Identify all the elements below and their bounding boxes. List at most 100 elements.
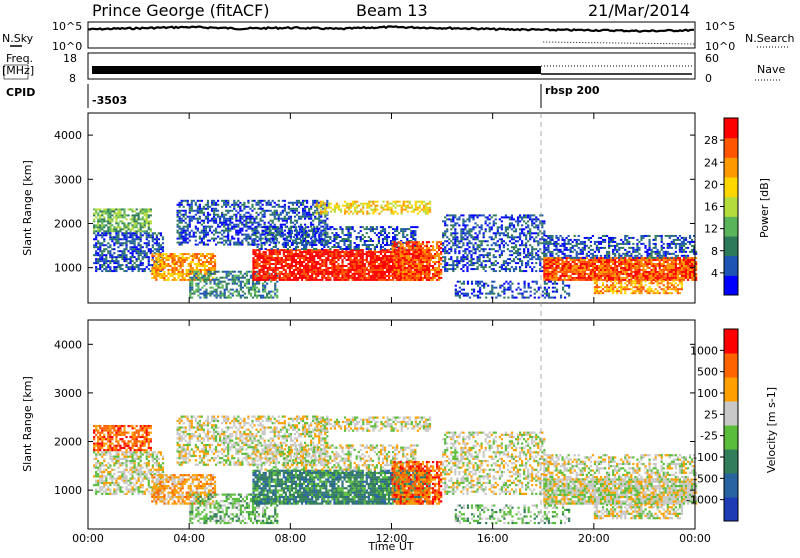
- power-cell: [99, 248, 101, 250]
- power-cell: [205, 289, 207, 291]
- power-cell: [157, 267, 159, 269]
- power-cell: [150, 264, 152, 266]
- power-cell: [384, 265, 386, 267]
- power-cell: [321, 277, 323, 279]
- power-cell: [370, 269, 372, 271]
- power-cell: [279, 267, 281, 269]
- power-cell: [456, 256, 458, 258]
- power-cell: [215, 230, 217, 232]
- power-cell: [271, 251, 273, 253]
- power-cell: [430, 245, 432, 247]
- power-cell: [233, 242, 235, 244]
- power-cell: [252, 277, 254, 279]
- power-cell: [382, 207, 384, 209]
- power-cell: [144, 222, 146, 224]
- power-cell: [345, 273, 347, 275]
- power-cell: [382, 209, 384, 211]
- power-cell: [258, 291, 260, 293]
- power-cell: [197, 206, 199, 208]
- power-cell: [476, 234, 478, 236]
- power-cell: [121, 268, 123, 270]
- power-cell: [160, 246, 162, 248]
- power-cell: [290, 222, 292, 224]
- power-cell: [497, 262, 499, 264]
- power-cell: [432, 277, 434, 279]
- power-cell: [311, 253, 313, 255]
- power-cell: [358, 255, 360, 257]
- power-cell: [341, 265, 343, 267]
- power-cell: [254, 253, 256, 255]
- power-cell: [278, 214, 280, 216]
- power-cell: [157, 273, 159, 275]
- power-cell: [513, 258, 515, 260]
- power-cell: [223, 214, 225, 216]
- power-cell: [505, 230, 507, 232]
- power-cell: [251, 228, 253, 230]
- power-cell: [432, 241, 434, 243]
- power-cell: [99, 246, 101, 248]
- power-cell: [444, 220, 446, 222]
- power-cell: [258, 251, 260, 253]
- power-cell: [479, 260, 481, 262]
- power-cell: [165, 255, 167, 257]
- power-cell: [210, 269, 212, 271]
- power-cell: [272, 297, 274, 299]
- power-cell: [223, 236, 225, 238]
- power-cell: [466, 262, 468, 264]
- power-cell: [144, 224, 146, 226]
- power-cell: [227, 228, 229, 230]
- power-cell: [442, 220, 444, 222]
- power-cell: [233, 224, 235, 226]
- power-cell: [180, 273, 182, 275]
- power-cell: [321, 244, 323, 246]
- power-cell: [323, 255, 325, 257]
- power-cell: [236, 295, 238, 297]
- power-cell: [217, 232, 219, 234]
- power-cell: [277, 251, 279, 253]
- power-cell: [386, 203, 388, 205]
- power-cell: [376, 277, 378, 279]
- power-cell: [317, 271, 319, 273]
- power-cell: [268, 291, 270, 293]
- power-cell: [272, 236, 274, 238]
- power-cell: [300, 224, 302, 226]
- power-cell: [263, 253, 265, 255]
- power-cell: [406, 241, 408, 243]
- power-cell: [273, 249, 275, 251]
- power-cell: [185, 212, 187, 214]
- power-cell: [93, 232, 95, 234]
- power-cell: [487, 224, 489, 226]
- power-cell: [396, 249, 398, 251]
- power-cell: [252, 259, 254, 261]
- power-cell: [329, 238, 331, 240]
- power-cell: [347, 234, 349, 236]
- power-cell: [182, 253, 184, 255]
- power-cell: [491, 216, 493, 218]
- power-cell: [337, 251, 339, 253]
- power-cell: [136, 220, 138, 222]
- freq-tick-bottom: 8: [69, 72, 76, 85]
- power-cell: [396, 251, 398, 253]
- power-cell: [121, 258, 123, 260]
- power-cell: [268, 297, 270, 299]
- power-cell: [321, 273, 323, 275]
- power-cell: [132, 242, 134, 244]
- power-cell: [154, 238, 156, 240]
- power-cell: [220, 283, 222, 285]
- power-cell: [211, 238, 213, 240]
- power-cell: [226, 277, 228, 279]
- power-cell: [313, 269, 315, 271]
- power-cell: [507, 226, 509, 228]
- power-cell: [354, 279, 356, 281]
- power-cell: [207, 234, 209, 236]
- power-cell: [146, 256, 148, 258]
- power-cell: [479, 214, 481, 216]
- power-cell: [232, 275, 234, 277]
- power-cell: [238, 281, 240, 283]
- power-cell: [412, 279, 414, 281]
- power-cell: [333, 259, 335, 261]
- power-cell: [255, 212, 257, 214]
- power-cell: [372, 275, 374, 277]
- power-cell: [341, 267, 343, 269]
- power-cell: [283, 234, 285, 236]
